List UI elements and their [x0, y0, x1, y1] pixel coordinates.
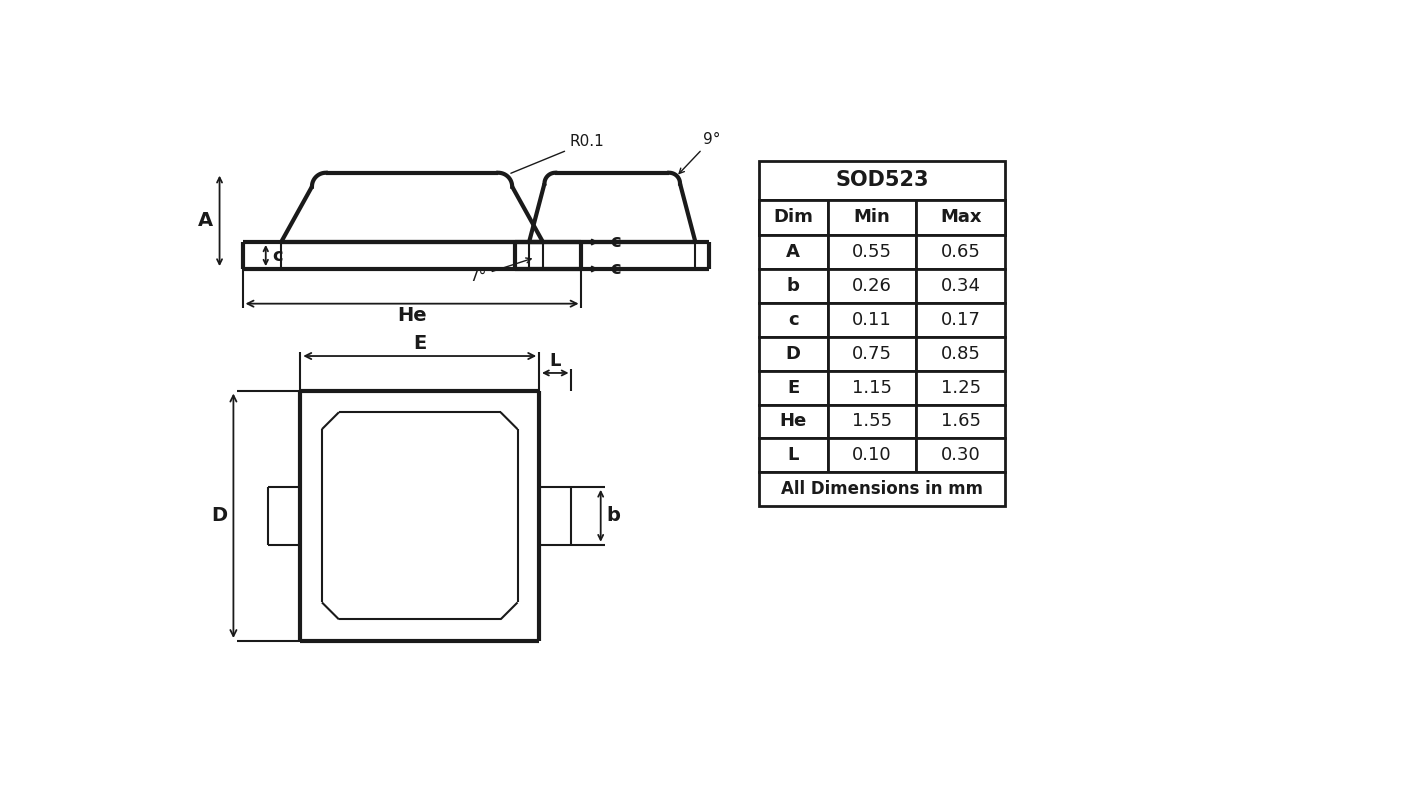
Text: D: D [212, 506, 227, 525]
Text: SOD523: SOD523 [835, 171, 929, 191]
Bar [916, 200, 1005, 235]
Text: Max: Max [940, 208, 981, 227]
Text: 1.55: 1.55 [852, 413, 892, 430]
Text: 1.25: 1.25 [940, 378, 981, 397]
Text: b: b [787, 277, 799, 295]
Text: L: L [550, 352, 561, 369]
Bar [828, 200, 916, 235]
Text: A: A [787, 243, 799, 261]
Bar [758, 337, 828, 370]
Text: c: c [788, 311, 798, 329]
Bar [916, 370, 1005, 405]
Text: 0.85: 0.85 [940, 345, 981, 363]
Bar [828, 303, 916, 337]
Text: 9°: 9° [679, 132, 720, 173]
Text: He: He [780, 413, 807, 430]
Text: 0.65: 0.65 [940, 243, 981, 261]
Text: c: c [611, 260, 622, 278]
Text: R0.1: R0.1 [511, 134, 605, 173]
Bar [916, 337, 1005, 370]
Bar [916, 438, 1005, 472]
Text: He: He [398, 306, 427, 326]
Text: 0.55: 0.55 [852, 243, 892, 261]
Bar [758, 472, 1005, 506]
Text: Min: Min [853, 208, 890, 227]
Text: 0.30: 0.30 [941, 446, 981, 464]
Bar [828, 337, 916, 370]
Text: 0.10: 0.10 [852, 446, 892, 464]
Bar [828, 269, 916, 303]
Bar [916, 303, 1005, 337]
Text: 1.15: 1.15 [852, 378, 892, 397]
Text: E: E [413, 334, 426, 354]
Bar [758, 269, 828, 303]
Text: L: L [788, 446, 799, 464]
Text: 0.34: 0.34 [940, 277, 981, 295]
Text: 1.65: 1.65 [940, 413, 981, 430]
Text: A: A [199, 211, 213, 231]
Text: D: D [785, 345, 801, 363]
Bar [758, 405, 828, 438]
Bar [916, 269, 1005, 303]
Bar [758, 235, 828, 269]
Text: 7°: 7° [470, 258, 531, 283]
Bar [758, 200, 828, 235]
Bar [916, 405, 1005, 438]
Bar [758, 370, 828, 405]
Text: b: b [606, 506, 621, 525]
Text: c: c [273, 247, 283, 264]
Bar [828, 405, 916, 438]
Bar [758, 438, 828, 472]
Text: Dim: Dim [774, 208, 814, 227]
Text: 0.75: 0.75 [852, 345, 892, 363]
Text: 0.26: 0.26 [852, 277, 892, 295]
Text: E: E [787, 378, 799, 397]
Bar [828, 370, 916, 405]
Bar [758, 303, 828, 337]
Text: 0.17: 0.17 [940, 311, 981, 329]
Bar [916, 235, 1005, 269]
Bar [828, 235, 916, 269]
Text: All Dimensions in mm: All Dimensions in mm [781, 480, 983, 498]
Bar [758, 200, 1005, 235]
Text: 0.11: 0.11 [852, 311, 892, 329]
Bar [828, 438, 916, 472]
Bar [758, 161, 1005, 200]
Text: c: c [611, 233, 622, 251]
